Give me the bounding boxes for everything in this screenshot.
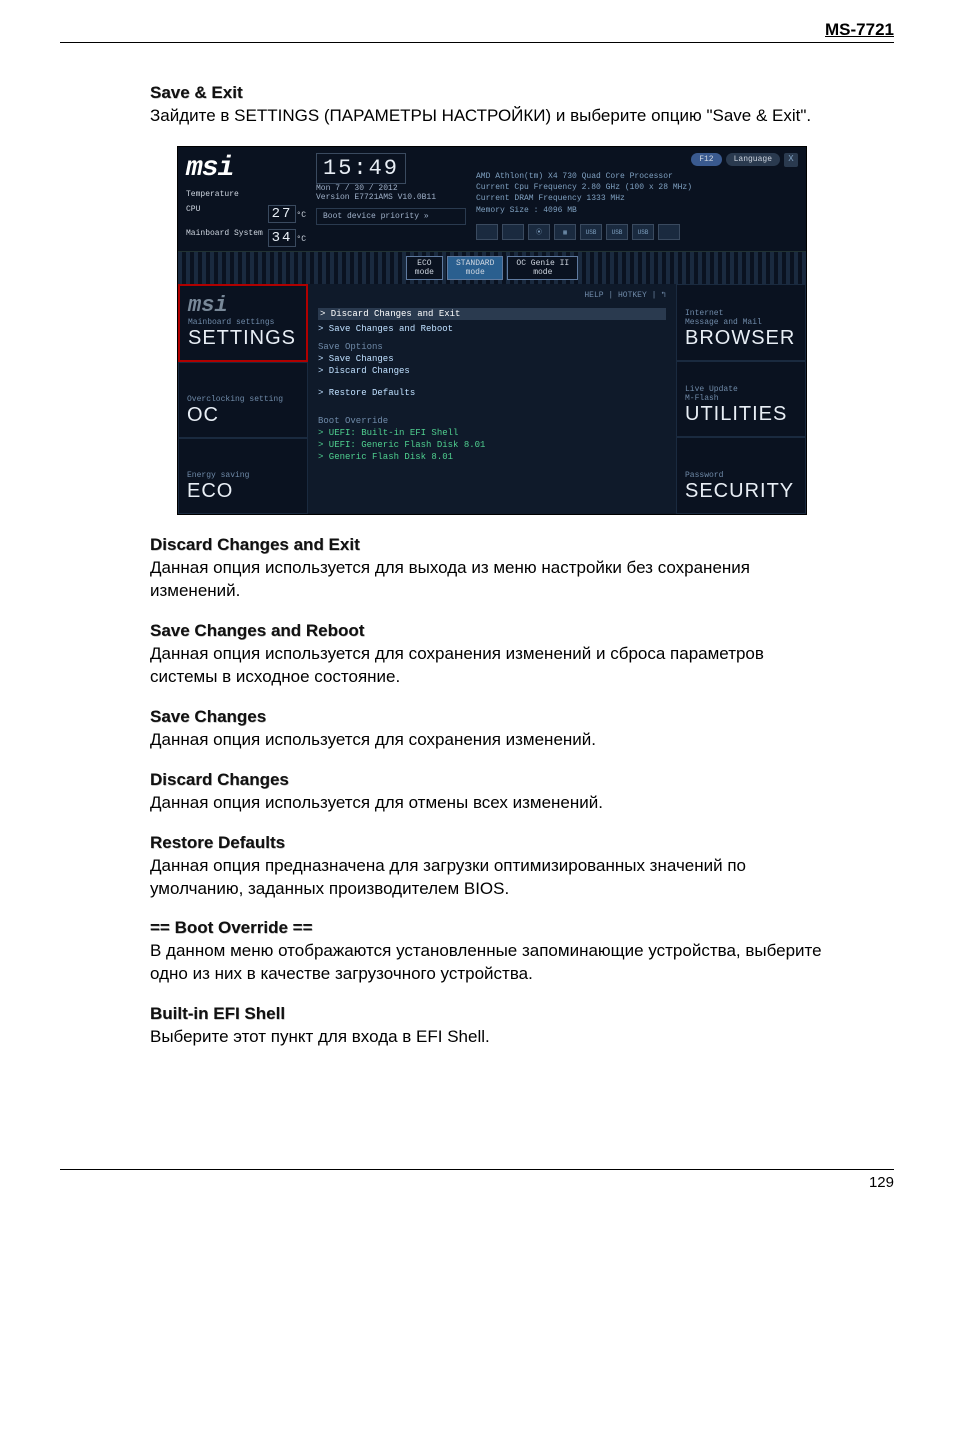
- tile-title: UTILITIES: [685, 403, 797, 426]
- mode-button[interactable]: OC Genie IImode: [507, 256, 578, 280]
- mode-button[interactable]: ECOmode: [406, 256, 443, 280]
- nav-tile-settings[interactable]: msiMainboard settingsSETTINGS: [178, 284, 308, 362]
- sys-temp-unit: °C: [296, 235, 306, 244]
- language-button[interactable]: Language: [726, 153, 780, 166]
- tile-title: SECURITY: [685, 480, 797, 503]
- tile-subtitle: Mainboard settings: [188, 318, 298, 327]
- tile-logo: msi: [188, 293, 298, 318]
- mode-button[interactable]: STANDARDmode: [447, 256, 503, 280]
- intro-text: Зайдите в SETTINGS (ПАРАМЕТРЫ НАСТРОЙКИ)…: [150, 105, 834, 128]
- sysinfo-line: Memory Size : 4096 MB: [476, 205, 798, 216]
- section-heading: Built-in EFI Shell: [150, 1004, 834, 1024]
- menu-item[interactable]: > Generic Flash Disk 8.01: [318, 452, 666, 462]
- nav-tile-security[interactable]: PasswordSECURITY: [676, 437, 806, 514]
- page-header-model: MS-7721: [825, 20, 894, 39]
- tile-subtitle: Live Update M-Flash: [685, 385, 797, 403]
- cpu-label: CPU: [186, 205, 200, 223]
- nav-tile-browser[interactable]: Internet Message and MailBROWSER: [676, 284, 806, 361]
- version-line: Version E7721AMS V10.0B11: [316, 193, 466, 202]
- section-text: Данная опция используется для отмены все…: [150, 792, 834, 815]
- section-heading: Save Changes: [150, 707, 834, 727]
- tile-title: OC: [187, 404, 299, 427]
- device-icon[interactable]: [502, 224, 524, 240]
- device-icon[interactable]: [658, 224, 680, 240]
- device-icon[interactable]: USB: [580, 224, 602, 240]
- intro-heading: Save & Exit: [150, 83, 834, 103]
- section-text: В данном меню отображаются установленные…: [150, 940, 834, 986]
- section-heading: Restore Defaults: [150, 833, 834, 853]
- section-heading: == Boot Override ==: [150, 918, 834, 938]
- menu-item[interactable]: > Save Changes: [318, 354, 666, 364]
- section-heading: Save Changes and Reboot: [150, 621, 834, 641]
- tile-subtitle: Energy saving: [187, 471, 299, 480]
- tile-subtitle: Internet Message and Mail: [685, 309, 797, 327]
- bios-screenshot: msi Temperature CPU 27°C Mainboard Syste…: [177, 146, 807, 515]
- menu-item[interactable]: > Restore Defaults: [318, 388, 666, 398]
- section-text: Данная опция используется для сохранения…: [150, 643, 834, 689]
- menu-item[interactable]: > UEFI: Built-in EFI Shell: [318, 428, 666, 438]
- tile-subtitle: Overclocking setting: [187, 395, 299, 404]
- tile-title: SETTINGS: [188, 327, 298, 350]
- device-icon[interactable]: ⦿: [528, 224, 550, 240]
- section-text: Данная опция используется для выхода из …: [150, 557, 834, 603]
- nav-tile-eco[interactable]: Energy savingECO: [178, 438, 308, 514]
- tile-title: ECO: [187, 480, 299, 503]
- date-line: Mon 7 / 30 / 2012: [316, 184, 466, 193]
- section-heading: Discard Changes and Exit: [150, 535, 834, 555]
- menu-group-label: Save Options: [318, 342, 666, 352]
- nav-tile-oc[interactable]: Overclocking settingOC: [178, 362, 308, 438]
- close-icon[interactable]: X: [784, 153, 798, 167]
- section-text: Данная опция предназначена для загрузки …: [150, 855, 834, 901]
- sysinfo-line: Current Cpu Frequency 2.80 GHz (100 x 28…: [476, 182, 798, 193]
- temperature-label: Temperature: [186, 190, 239, 199]
- device-icon[interactable]: USB: [606, 224, 628, 240]
- help-hotkey-label[interactable]: HELP | HOTKEY | ↰: [318, 290, 666, 300]
- bios-brand-logo: msi: [186, 153, 306, 184]
- menu-group-label: Boot Override: [318, 416, 666, 426]
- f12-badge: F12: [691, 153, 721, 166]
- page-header: MS-7721: [60, 20, 894, 43]
- section-text: Данная опция используется для сохранения…: [150, 729, 834, 752]
- menu-item[interactable]: > Save Changes and Reboot: [318, 324, 666, 334]
- tile-title: BROWSER: [685, 327, 797, 350]
- sysinfo-line: Current DRAM Frequency 1333 MHz: [476, 193, 798, 204]
- section-text: Выберите этот пункт для входа в EFI Shel…: [150, 1026, 834, 1049]
- sys-temp-value: 34: [268, 229, 297, 247]
- menu-item[interactable]: > Discard Changes and Exit: [318, 308, 666, 320]
- menu-item[interactable]: > UEFI: Generic Flash Disk 8.01: [318, 440, 666, 450]
- nav-tile-utilities[interactable]: Live Update M-FlashUTILITIES: [676, 361, 806, 438]
- boot-priority-button[interactable]: Boot device priority »: [316, 208, 466, 225]
- cpu-temp-value: 27: [268, 205, 297, 223]
- cpu-temp-unit: °C: [296, 211, 306, 220]
- sysinfo-line: AMD Athlon(tm) X4 730 Quad Core Processo…: [476, 171, 798, 182]
- page-number: 129: [60, 1169, 894, 1191]
- device-icon[interactable]: USB: [632, 224, 654, 240]
- tile-subtitle: Password: [685, 471, 797, 480]
- menu-item[interactable]: > Discard Changes: [318, 366, 666, 376]
- device-icon[interactable]: ▦: [554, 224, 576, 240]
- clock-display: 15:49: [316, 153, 406, 184]
- device-icon[interactable]: [476, 224, 498, 240]
- section-heading: Discard Changes: [150, 770, 834, 790]
- system-label: Mainboard System: [186, 229, 263, 247]
